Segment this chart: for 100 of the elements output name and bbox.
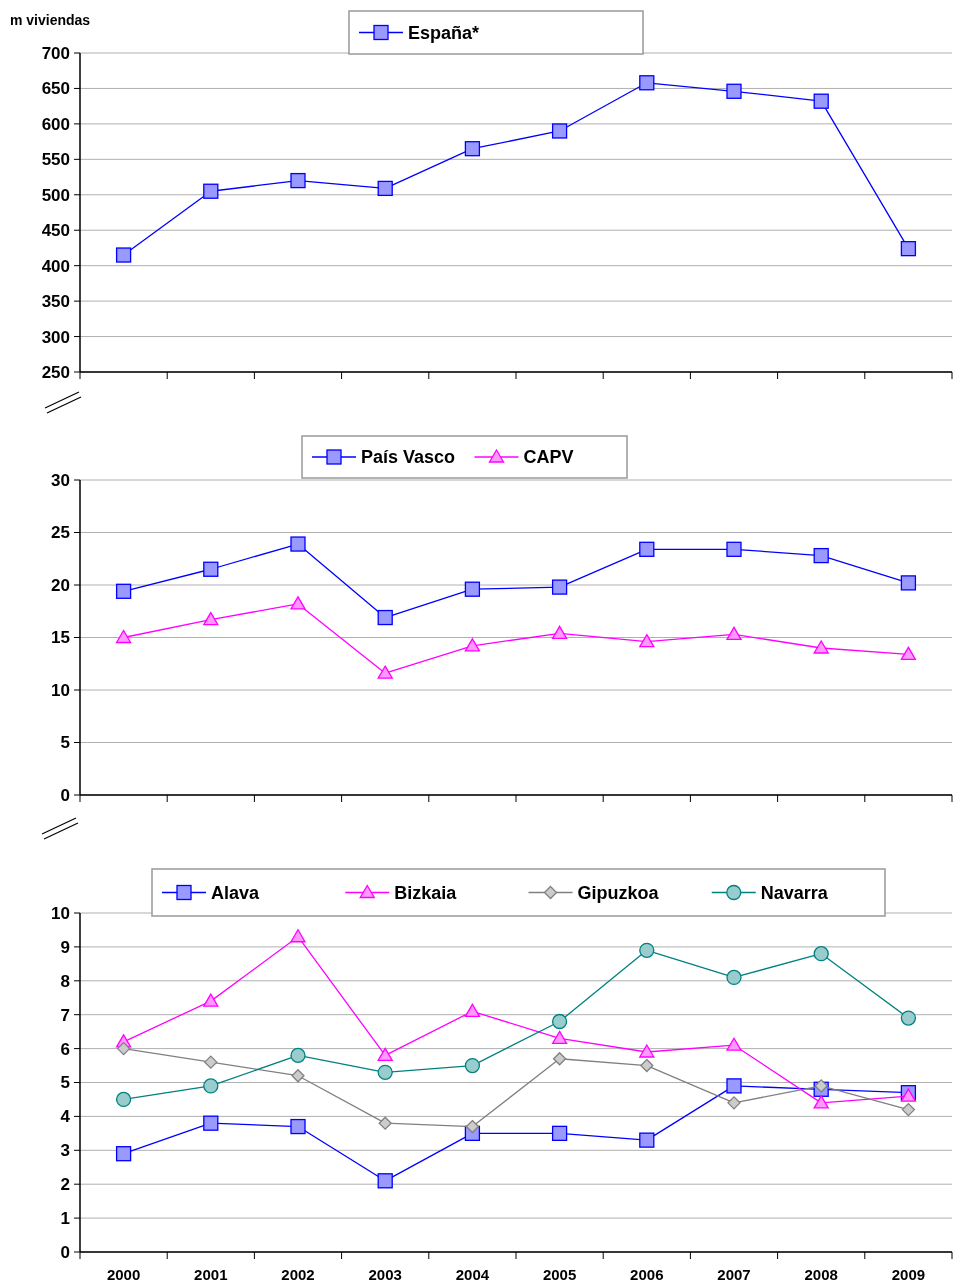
point [639, 75, 655, 91]
y-tick-label: 500 [41, 185, 70, 205]
point [900, 646, 917, 660]
point [377, 180, 393, 197]
point [203, 1115, 219, 1131]
y-tick-label: 7 [60, 1005, 70, 1025]
point [639, 634, 655, 648]
x-tick-label: 2004 [455, 1266, 490, 1283]
y-tick-label: 700 [41, 43, 70, 63]
point [290, 596, 306, 610]
x-tick-label: 2000 [106, 1266, 141, 1283]
x-tick-label: 2006 [630, 1266, 664, 1283]
y-tick-label: 20 [51, 575, 70, 595]
y-tick-label: 10 [51, 903, 70, 923]
point [115, 629, 132, 644]
point [551, 625, 568, 639]
point [377, 1064, 393, 1080]
point [551, 579, 568, 595]
point [551, 123, 568, 139]
point [464, 581, 481, 597]
y-tick-label: 10 [51, 680, 70, 700]
y-tick-label: 350 [41, 292, 70, 312]
y-tick-label: 0 [60, 1242, 70, 1262]
y-tick-label: 250 [41, 362, 70, 382]
point [551, 1013, 568, 1030]
x-tick-label: 2002 [281, 1266, 315, 1283]
point [465, 1119, 480, 1134]
point [203, 183, 219, 199]
point [203, 561, 219, 577]
y-tick-label: 600 [41, 114, 70, 134]
point [464, 1003, 481, 1017]
point [464, 638, 481, 652]
point [377, 609, 393, 626]
point [551, 1125, 568, 1141]
point [290, 1047, 306, 1064]
point [291, 1069, 305, 1083]
y-tick-label: 1 [60, 1209, 70, 1229]
point [640, 1058, 654, 1073]
point [813, 946, 829, 962]
point [116, 1041, 131, 1056]
point [290, 172, 306, 189]
point [552, 1052, 567, 1066]
legend-label: Alava [211, 882, 261, 903]
point [377, 1047, 393, 1062]
point [551, 1030, 568, 1045]
point [377, 665, 393, 679]
y-tick-label: 25 [51, 523, 70, 543]
y-tick-label: 400 [41, 256, 70, 276]
point [813, 93, 829, 109]
legend-label: CAPV [523, 447, 574, 468]
y-tick-label: 9 [60, 937, 70, 957]
point [726, 626, 742, 640]
point [378, 1116, 392, 1130]
y-tick-label: 650 [41, 79, 70, 99]
point [639, 1132, 655, 1148]
y-tick-label: 0 [60, 785, 70, 805]
point [639, 942, 655, 958]
x-tick-label: 2008 [804, 1266, 838, 1283]
x-tick-label: 2009 [891, 1266, 926, 1283]
y-tick-label: 15 [51, 628, 70, 648]
x-tick-label: 2005 [542, 1266, 577, 1283]
point [290, 1118, 306, 1135]
point [726, 1037, 742, 1051]
point [726, 541, 742, 557]
y-tick-label: 300 [41, 327, 70, 347]
point [726, 83, 742, 99]
y-tick-label: 550 [41, 150, 70, 170]
legend-label: Navarra [760, 882, 829, 903]
point [377, 1173, 393, 1189]
point [639, 1044, 655, 1058]
point [901, 1102, 916, 1117]
point [726, 969, 742, 986]
point [727, 1096, 741, 1110]
point [203, 612, 219, 626]
y-tick-label: 6 [60, 1039, 70, 1059]
point [813, 1095, 829, 1109]
y-tick-label: 3 [60, 1141, 70, 1161]
point [813, 547, 829, 564]
point [115, 1146, 132, 1162]
legend-label: País Vasco [361, 447, 456, 468]
point [203, 1078, 219, 1094]
legend-label: Bizkaia [394, 882, 458, 903]
point [900, 575, 917, 591]
point [814, 1079, 828, 1093]
y-tick-label: 2 [60, 1175, 70, 1195]
point [900, 1010, 917, 1026]
x-tick-label: 2001 [194, 1266, 228, 1283]
point [726, 1078, 742, 1094]
point [639, 541, 655, 557]
point [203, 993, 219, 1007]
point [290, 929, 306, 943]
point [115, 1091, 132, 1108]
x-tick-label: 2003 [368, 1266, 402, 1283]
point [464, 1057, 481, 1074]
point [115, 247, 132, 263]
y-axis-title: m viviendas [10, 12, 91, 28]
point [204, 1055, 218, 1069]
y-tick-label: 5 [60, 1073, 70, 1093]
y-tick-label: 5 [60, 733, 70, 753]
point [900, 241, 917, 257]
